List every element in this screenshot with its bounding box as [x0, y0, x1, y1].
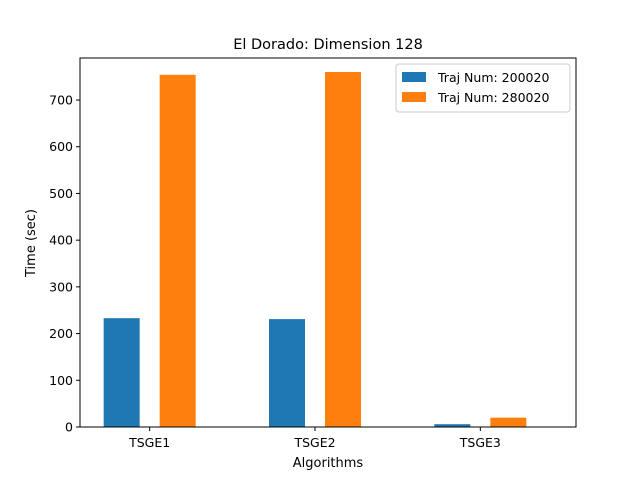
- legend-label-series1: Traj Num: 200020: [437, 70, 549, 85]
- legend: Traj Num: 200020 Traj Num: 280020: [395, 63, 571, 113]
- bar-series2-tsge2: [325, 72, 361, 427]
- x-tick-label: TSGE1: [128, 435, 170, 450]
- legend-swatch-series1: [402, 72, 426, 82]
- y-axis: 0 100 200 300 400 500 600 700: [49, 93, 80, 435]
- bar-series1-tsge1: [103, 318, 140, 427]
- bar-series2-tsge3: [490, 417, 527, 427]
- y-tick-label: 300: [49, 279, 73, 294]
- plot-area-frame: [79, 57, 577, 428]
- bar-series1-tsge3: [434, 424, 471, 427]
- legend-swatch-series2: [402, 92, 426, 102]
- y-tick-label: 500: [49, 186, 73, 201]
- chart-title: El Dorado: Dimension 128: [233, 37, 423, 53]
- bar-series1-tsge2: [269, 319, 305, 427]
- legend-box: [395, 63, 571, 113]
- legend-label-series2: Traj Num: 280020: [437, 90, 549, 105]
- x-tick-label: TSGE2: [293, 435, 335, 450]
- y-tick-label: 400: [49, 233, 73, 248]
- x-tick-label: TSGE3: [459, 435, 501, 450]
- x-axis-label: Algorithms: [293, 456, 364, 471]
- y-tick-label: 200: [49, 326, 73, 341]
- y-tick-label: 700: [49, 93, 73, 108]
- y-tick-label: 100: [49, 373, 73, 388]
- bars-layer: [103, 72, 527, 428]
- y-tick-label: 0: [65, 420, 73, 435]
- y-tick-label: 600: [49, 139, 73, 154]
- y-axis-label: Time (sec): [24, 209, 39, 278]
- bar-series2-tsge1: [159, 74, 196, 428]
- x-axis: TSGE1 TSGE2 TSGE3: [128, 427, 501, 450]
